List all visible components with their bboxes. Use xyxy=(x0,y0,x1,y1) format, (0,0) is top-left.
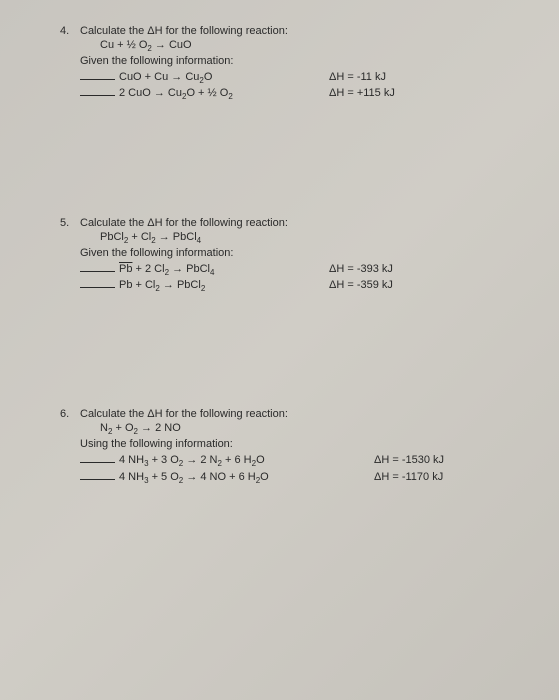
delta-h: ΔH = -359 kJ xyxy=(329,279,393,291)
equation-row: 4 NH3 + 5 O2 → 4 NO + 6 H2O ΔH = -1170 k… xyxy=(80,471,509,485)
problem-title: Calculate the ΔH for the following react… xyxy=(80,217,509,229)
blank-line xyxy=(80,79,115,80)
equation-row: Pb + 2 Cl2 → PbCl4 ΔH = -393 kJ xyxy=(80,263,509,277)
delta-h: ΔH = -1170 kJ xyxy=(374,471,443,483)
blank-line xyxy=(80,287,115,288)
equation-row: Pb + Cl2 → PbCl2 ΔH = -359 kJ xyxy=(80,279,509,293)
target-equation: Cu + ½ O2 → CuO xyxy=(100,39,509,53)
target-equation: N2 + O2 → 2 NO xyxy=(100,422,509,436)
delta-h: ΔH = +115 kJ xyxy=(329,87,395,99)
problem-4: 4. Calculate the ΔH for the following re… xyxy=(60,25,509,102)
blank-line xyxy=(80,462,115,463)
given-text: Using the following information: xyxy=(80,438,509,450)
equation-row: CuO + Cu → Cu2O ΔH = -11 kJ xyxy=(80,71,509,85)
equation: CuO + Cu → Cu2O xyxy=(119,71,329,85)
problem-number: 5. xyxy=(60,217,80,229)
equation: 2 CuO → Cu2O + ½ O2 xyxy=(119,87,329,101)
target-equation: PbCl2 + Cl2 → PbCl4 xyxy=(100,231,509,245)
problem-header: 5. Calculate the ΔH for the following re… xyxy=(60,217,509,229)
delta-h: ΔH = -1530 kJ xyxy=(374,454,444,466)
problem-title: Calculate the ΔH for the following react… xyxy=(80,408,509,420)
given-text: Given the following information: xyxy=(80,247,509,259)
equation: 4 NH3 + 3 O2 → 2 N2 + 6 H2O xyxy=(119,454,374,468)
equation-row: 4 NH3 + 3 O2 → 2 N2 + 6 H2O ΔH = -1530 k… xyxy=(80,454,509,468)
problem-6: 6. Calculate the ΔH for the following re… xyxy=(60,408,509,485)
problem-header: 6. Calculate the ΔH for the following re… xyxy=(60,408,509,420)
blank-line xyxy=(80,271,115,272)
problem-number: 4. xyxy=(60,25,80,37)
blank-line xyxy=(80,95,115,96)
equation: Pb + 2 Cl2 → PbCl4 xyxy=(119,263,329,277)
problem-5: 5. Calculate the ΔH for the following re… xyxy=(60,217,509,294)
blank-line xyxy=(80,479,115,480)
given-text: Given the following information: xyxy=(80,55,509,67)
equation: 4 NH3 + 5 O2 → 4 NO + 6 H2O xyxy=(119,471,374,485)
equation-row: 2 CuO → Cu2O + ½ O2 ΔH = +115 kJ xyxy=(80,87,509,101)
delta-h: ΔH = -393 kJ xyxy=(329,263,393,275)
problem-title: Calculate the ΔH for the following react… xyxy=(80,25,509,37)
problem-header: 4. Calculate the ΔH for the following re… xyxy=(60,25,509,37)
problem-number: 6. xyxy=(60,408,80,420)
equation: Pb + Cl2 → PbCl2 xyxy=(119,279,329,293)
delta-h: ΔH = -11 kJ xyxy=(329,71,386,83)
